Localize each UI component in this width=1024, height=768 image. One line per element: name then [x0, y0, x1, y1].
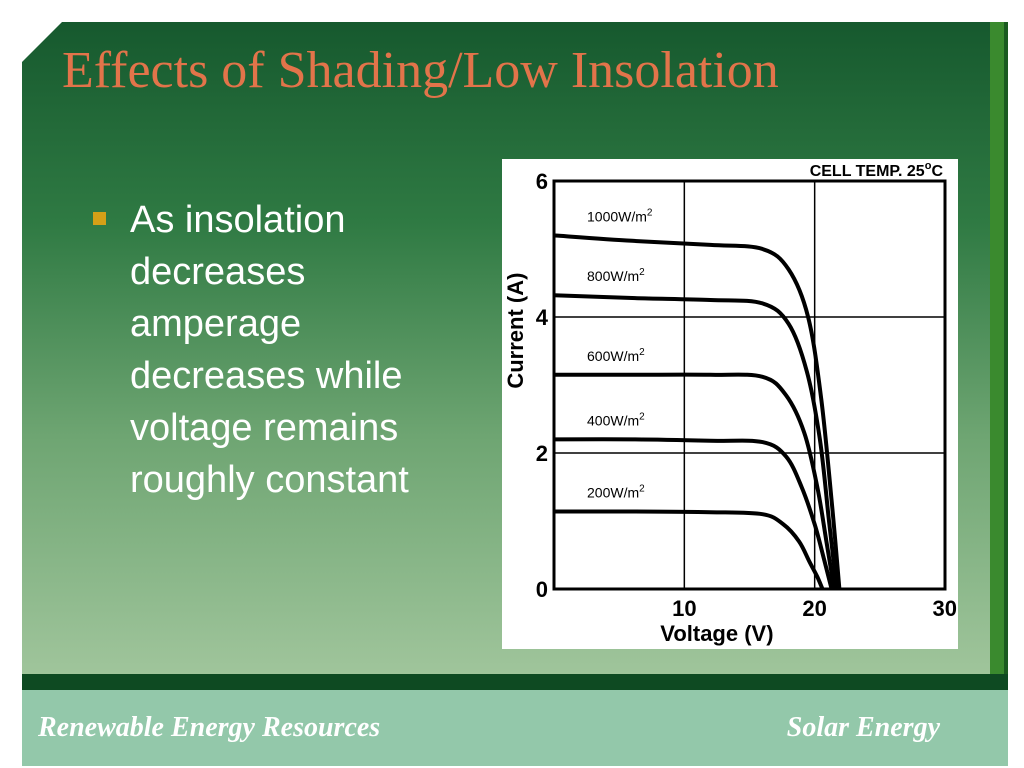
y-tick-label: 2 — [536, 441, 548, 466]
series-label-superscript: 2 — [639, 347, 645, 358]
y-tick-label: 6 — [536, 169, 548, 194]
slide-title: Effects of Shading/Low Insolation — [62, 42, 779, 99]
series-label-superscript: 2 — [647, 207, 653, 218]
series-label-2: 800W/m2 — [587, 267, 645, 284]
series-line-5 — [553, 509, 825, 590]
iv-curve-chart: 1000W/m2 800W/m2 600W/m2 400W/m2 200W/m2 0 2 4 6… — [502, 159, 958, 649]
series-label-text: 200W/m — [587, 484, 639, 500]
right-accent-shadow — [1004, 22, 1008, 690]
series-label-4: 400W/m2 — [587, 411, 645, 428]
series-label-superscript: 2 — [639, 267, 645, 278]
series-line-4 — [553, 437, 834, 590]
right-accent-bar — [990, 22, 1006, 690]
y-tick-label: 4 — [536, 305, 549, 330]
x-tick-label: 10 — [672, 596, 696, 621]
cell-temp-annotation: CELL TEMP. 25oC — [810, 160, 944, 180]
x-axis-label: Voltage (V) — [660, 621, 773, 646]
x-tick-label: 20 — [802, 596, 826, 621]
series-label-text: 400W/m — [587, 412, 639, 428]
y-axis-label: Current (A) — [503, 273, 528, 389]
bullet-text: As insolation decreases amperage decreas… — [130, 199, 409, 501]
x-tick-label: 30 — [933, 596, 957, 621]
series-label-text: 1000W/m — [587, 208, 647, 224]
bottom-accent-bar — [22, 674, 1008, 690]
series-line-3 — [554, 372, 837, 590]
series-line-2 — [553, 293, 839, 590]
footer-topic: Solar Energy — [786, 712, 940, 743]
series-label-3: 600W/m2 — [587, 347, 645, 364]
cell-temp-text: CELL TEMP. 25 — [810, 163, 925, 180]
footer-course-title: Renewable Energy Resources — [38, 712, 381, 743]
y-tick-label: 0 — [536, 577, 548, 602]
plot-frame — [552, 179, 947, 591]
series-label-1: 1000W/m2 — [587, 207, 653, 224]
series-label-text: 600W/m — [587, 348, 639, 364]
series-line-1 — [553, 233, 842, 590]
series-label-text: 800W/m — [587, 268, 639, 284]
cell-temp-unit: C — [931, 163, 943, 180]
series-label-superscript: 2 — [639, 411, 645, 422]
series-label-5: 200W/m2 — [587, 483, 645, 500]
series-label-superscript: 2 — [639, 483, 645, 494]
corner-fold — [0, 0, 84, 84]
cell-temp-degree: o — [925, 160, 932, 172]
bullet-marker — [93, 212, 106, 225]
chart-svg: 1000W/m2800W/m2600W/m2400W/m2200W/m20246… — [503, 160, 957, 646]
footer: Renewable Energy Resources Solar Energy — [22, 690, 1008, 766]
